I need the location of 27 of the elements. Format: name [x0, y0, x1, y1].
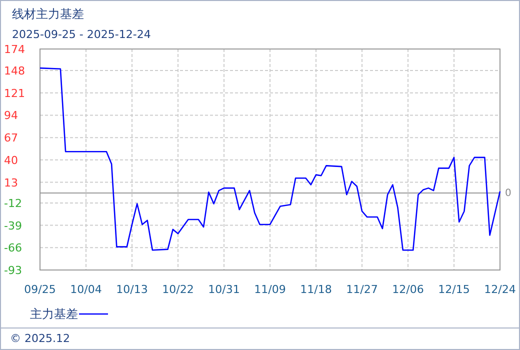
x-tick-label: 10/13 [116, 283, 148, 296]
legend-label: 主力基差 [30, 307, 78, 321]
x-tick-label: 10/04 [70, 283, 102, 296]
y-tick-label: 13 [4, 176, 18, 190]
x-tick-label: 12/24 [484, 283, 516, 296]
text: © 2025.12 [10, 332, 70, 345]
x-tick-label: 12/06 [392, 283, 424, 296]
chart-title: 线材主力基差 [12, 7, 84, 21]
x-tick-label: 11/27 [346, 283, 378, 296]
y-tick-label: -66 [4, 242, 22, 255]
y-tick-label: -39 [4, 219, 22, 232]
y-tick-label: 148 [4, 64, 25, 78]
y-tick-label: 174 [4, 43, 25, 56]
y-tick-label: 94 [4, 109, 18, 122]
y-tick-label: -12 [4, 196, 22, 210]
y-tick-label: -93 [4, 264, 22, 277]
y-tick-label: 121 [4, 86, 25, 100]
x-tick-label: 11/18 [300, 283, 332, 296]
x-tick-label: 09/25 [24, 283, 56, 296]
y-tick-label: 40 [4, 154, 18, 167]
ref-line-label: 0 [505, 188, 512, 200]
x-tick-label: 12/15 [438, 283, 470, 296]
chart-subtitle: 2025-09-25 - 2025-12-24 [12, 28, 151, 41]
x-tick-label: 11/09 [254, 283, 286, 296]
y-tick-label: 67 [4, 132, 18, 145]
x-tick-label: 10/22 [162, 283, 194, 296]
x-tick-label: 10/31 [208, 283, 240, 296]
